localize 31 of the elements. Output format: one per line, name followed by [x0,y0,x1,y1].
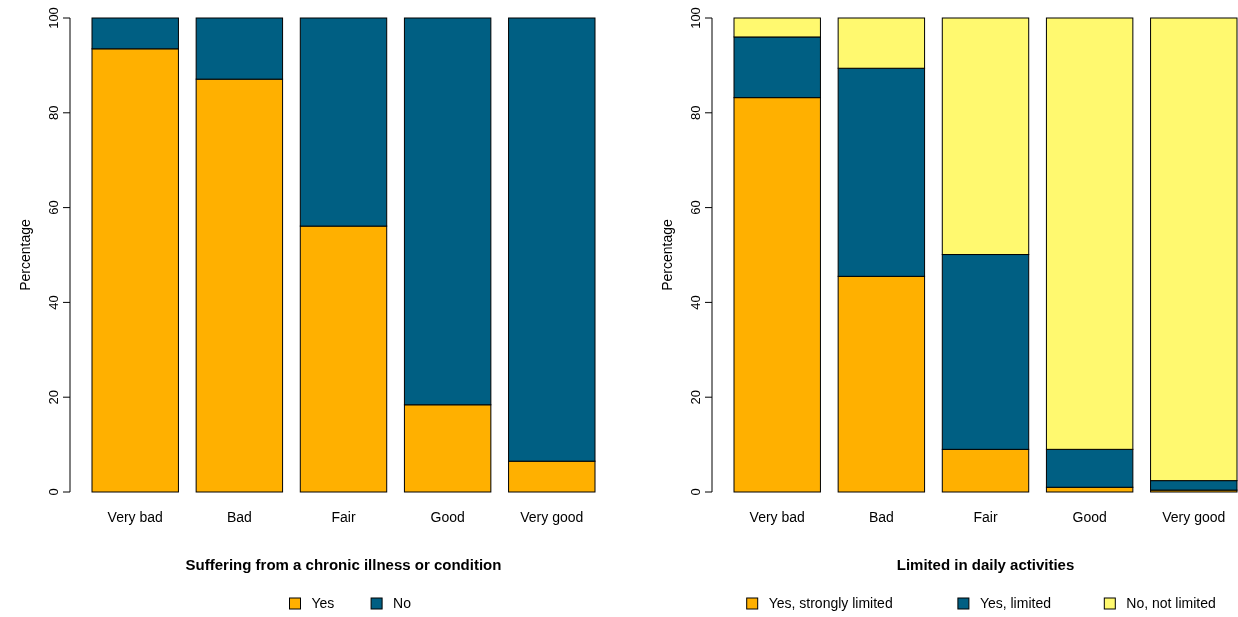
x-tick-label: Fair [331,509,356,525]
y-tick-label: 60 [688,200,703,215]
y-tick-label: 40 [688,295,703,310]
x-axis-title: Limited in daily activities [896,556,1075,573]
legend-label: No, not limited [1126,595,1216,611]
y-tick-label: 100 [46,7,61,29]
y-tick-label: 80 [688,105,703,121]
x-tick-label: Bad [868,509,894,525]
x-axis-title: Suffering from a chronic illness or condition [185,556,502,573]
x-tick-label: Very good [520,509,584,525]
y-tick-label: 60 [46,200,61,215]
y-tick-label: 20 [688,389,703,405]
x-tick-label: Fair [973,509,998,525]
y-tick-label: 20 [46,389,61,405]
legend-label: No [393,595,412,611]
y-axis-title: Percentage [659,218,675,291]
legend-label: Yes, limited [979,595,1051,611]
y-tick-label: 0 [46,488,61,496]
y-axis-title: Percentage [17,218,33,291]
y-tick-label: 80 [46,105,61,121]
y-tick-label: 0 [688,488,703,496]
y-tick-label: 100 [688,7,703,29]
x-tick-label: Good [430,509,465,525]
x-tick-label: Very bad [107,509,163,525]
x-tick-label: Bad [226,509,252,525]
legend-label: Yes [311,595,335,611]
x-tick-label: Very bad [749,509,805,525]
legend-label: Yes, strongly limited [768,595,893,611]
x-tick-label: Good [1072,509,1107,525]
x-tick-label: Very good [1162,509,1226,525]
y-tick-label: 40 [46,295,61,310]
